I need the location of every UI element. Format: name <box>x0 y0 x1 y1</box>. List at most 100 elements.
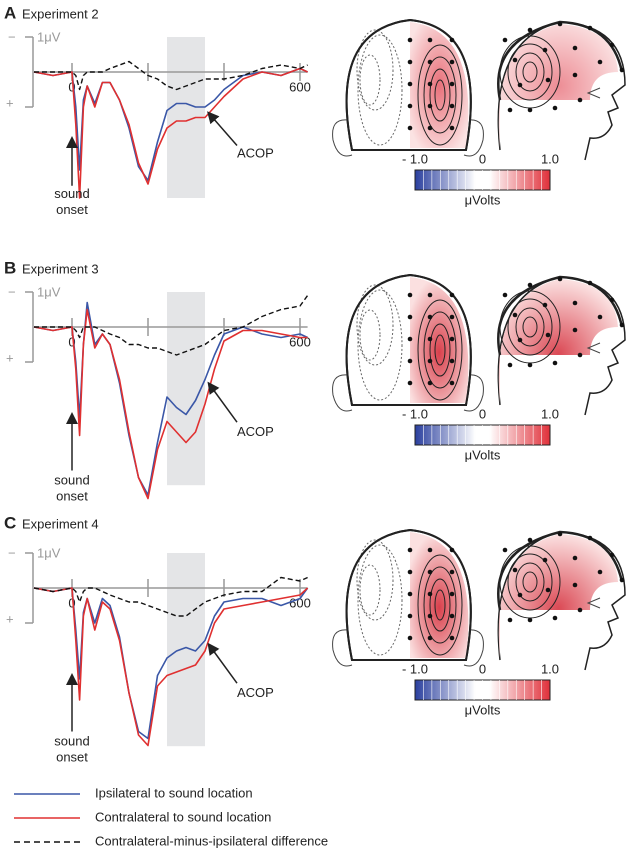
electrode <box>407 103 413 109</box>
contour-negative <box>357 289 403 401</box>
electrode <box>427 380 433 386</box>
acop-arrow <box>207 381 238 423</box>
electrode <box>502 547 508 553</box>
colorbar-tick-label: 1.0 <box>541 406 559 421</box>
electrode <box>449 591 455 597</box>
waveform <box>34 295 309 356</box>
electrode <box>449 336 455 342</box>
electrode <box>502 292 508 298</box>
analysis-window <box>167 553 205 747</box>
legend-label: Ipsilateral to sound location <box>95 785 253 800</box>
contour-negative <box>357 544 403 656</box>
scalp-maps <box>332 273 626 416</box>
electrode <box>407 569 413 575</box>
contour <box>429 578 451 632</box>
contour <box>429 68 451 122</box>
colorbar-tick-label: - 1.0 <box>402 406 428 421</box>
scale-bar-label: 1μV <box>37 29 61 44</box>
electrode <box>619 322 625 328</box>
electrode <box>449 547 455 553</box>
acop-label: ACOP <box>237 146 274 161</box>
x-tick-label: 600 <box>289 79 311 94</box>
electrode <box>407 358 413 364</box>
acop-label: ACOP <box>237 685 274 700</box>
electrode <box>572 555 578 561</box>
contour-negative <box>356 284 394 366</box>
panel-label: C <box>4 513 16 532</box>
electrode <box>407 37 413 43</box>
electrode <box>517 337 523 343</box>
contour <box>417 554 463 656</box>
contour-negative <box>357 34 403 146</box>
electrode <box>449 314 455 320</box>
colorbar-tick-label: 1.0 <box>541 151 559 166</box>
electrode <box>512 57 518 63</box>
x-tick-label: 0 <box>68 79 75 94</box>
electrode <box>449 380 455 386</box>
electrode <box>427 292 433 298</box>
electrode <box>527 27 533 33</box>
polarity-negative: − <box>8 29 16 44</box>
electrode <box>517 82 523 88</box>
electrode <box>502 37 508 43</box>
electrode <box>449 569 455 575</box>
onset-label: sound <box>54 472 89 487</box>
ear-side <box>586 597 601 609</box>
electrode <box>449 59 455 65</box>
x-tick-label: 0 <box>68 595 75 610</box>
acop-label: ACOP <box>237 424 274 439</box>
electrode <box>507 362 513 368</box>
electrode <box>449 613 455 619</box>
electrode <box>552 360 558 366</box>
electrode <box>407 336 413 342</box>
electrode <box>449 358 455 364</box>
colorbar-tick-label: - 1.0 <box>402 661 428 676</box>
electrode <box>407 59 413 65</box>
polarity-positive: + <box>6 611 14 626</box>
x-tick-label: 600 <box>289 595 311 610</box>
ear <box>332 119 353 157</box>
electrode <box>449 103 455 109</box>
electrode <box>545 77 551 83</box>
contour-negative <box>356 539 394 621</box>
ear <box>332 374 353 412</box>
electrode <box>407 591 413 597</box>
electrode <box>449 37 455 43</box>
positive-region <box>410 277 469 403</box>
waveform <box>33 67 308 182</box>
electrode <box>407 613 413 619</box>
contour <box>515 562 545 602</box>
electrode <box>577 352 583 358</box>
colorbar-label: μVolts <box>465 192 501 207</box>
electrode <box>587 25 593 31</box>
contour <box>507 43 553 101</box>
colorbar-label: μVolts <box>465 447 501 462</box>
electrode <box>407 125 413 131</box>
electrode <box>449 292 455 298</box>
electrode <box>527 362 533 368</box>
colorbar-tick-label: - 1.0 <box>402 151 428 166</box>
contour <box>434 334 446 366</box>
electrode <box>552 105 558 111</box>
electrode <box>557 276 563 282</box>
electrode <box>552 615 558 621</box>
head-back-outline <box>345 18 472 151</box>
electrode <box>609 42 615 48</box>
colorbar-tick-label: 1.0 <box>541 661 559 676</box>
electrode <box>542 557 548 563</box>
colorbar-tick-label: 0 <box>479 661 486 676</box>
waveform <box>34 60 308 91</box>
head-back-outline <box>345 528 472 661</box>
electrode <box>557 531 563 537</box>
electrode <box>542 47 548 53</box>
contour <box>417 299 463 401</box>
contour <box>522 316 538 338</box>
colorbar-tick-label: 0 <box>479 151 486 166</box>
contour <box>417 44 463 146</box>
panel-label: B <box>4 258 16 277</box>
scalp-maps <box>332 18 626 161</box>
onset-label: onset <box>56 202 88 217</box>
electrode <box>557 21 563 27</box>
contour <box>434 79 446 111</box>
panel-label: A <box>4 3 16 22</box>
